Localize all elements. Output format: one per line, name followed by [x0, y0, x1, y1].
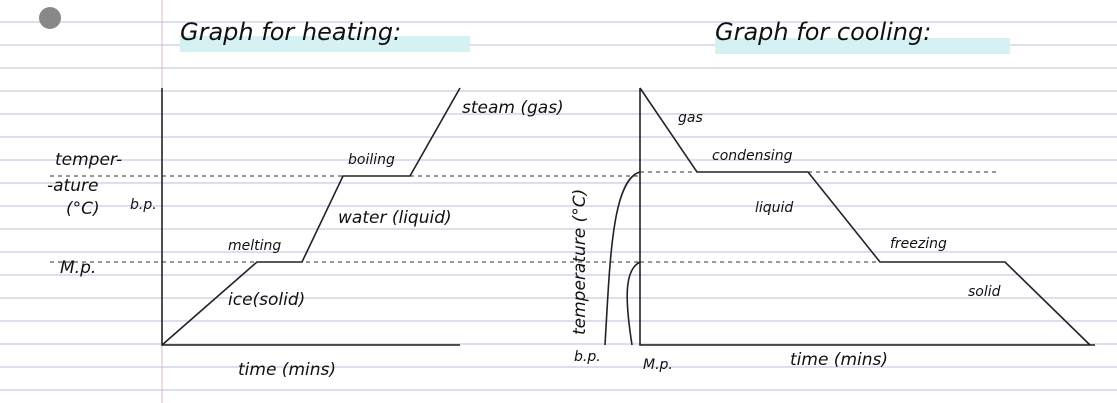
y-axis-label: temper- [55, 150, 122, 170]
x-axis-label: time (mins) [238, 360, 336, 380]
phase-label: boiling [348, 152, 395, 168]
heating-curve [161, 87, 461, 346]
cooling-title: Graph for cooling: [715, 18, 931, 46]
phase-label: ice(solid) [228, 290, 305, 310]
mp-pointer [626, 261, 641, 346]
bp-label: b.p. [574, 349, 601, 365]
highlight [180, 36, 470, 52]
mp-label: M.p. [643, 357, 673, 373]
x-axis-label: time (mins) [790, 350, 888, 370]
highlight [715, 38, 1010, 54]
phase-label: solid [968, 284, 1001, 300]
phase-label: freezing [890, 236, 947, 252]
binder-hole [39, 7, 61, 29]
phase-label: gas [678, 110, 703, 126]
y-axis-label: temperature (°C) [570, 189, 590, 335]
bp-label: b.p. [130, 197, 157, 213]
phase-label: melting [228, 238, 281, 254]
y-axis-label: (°C) [66, 199, 100, 219]
cooling-curve [639, 87, 1091, 346]
mp-label: M.p. [60, 258, 96, 278]
y-axis-label: -ature [47, 176, 98, 196]
bp-pointer [604, 171, 641, 346]
phase-label: water (liquid) [338, 208, 452, 228]
heating-title: Graph for heating: [180, 18, 401, 46]
phase-label: steam (gas) [462, 98, 564, 118]
phase-label: liquid [755, 200, 793, 216]
phase-label: condensing [712, 148, 793, 164]
cooling-axes [639, 88, 1095, 346]
